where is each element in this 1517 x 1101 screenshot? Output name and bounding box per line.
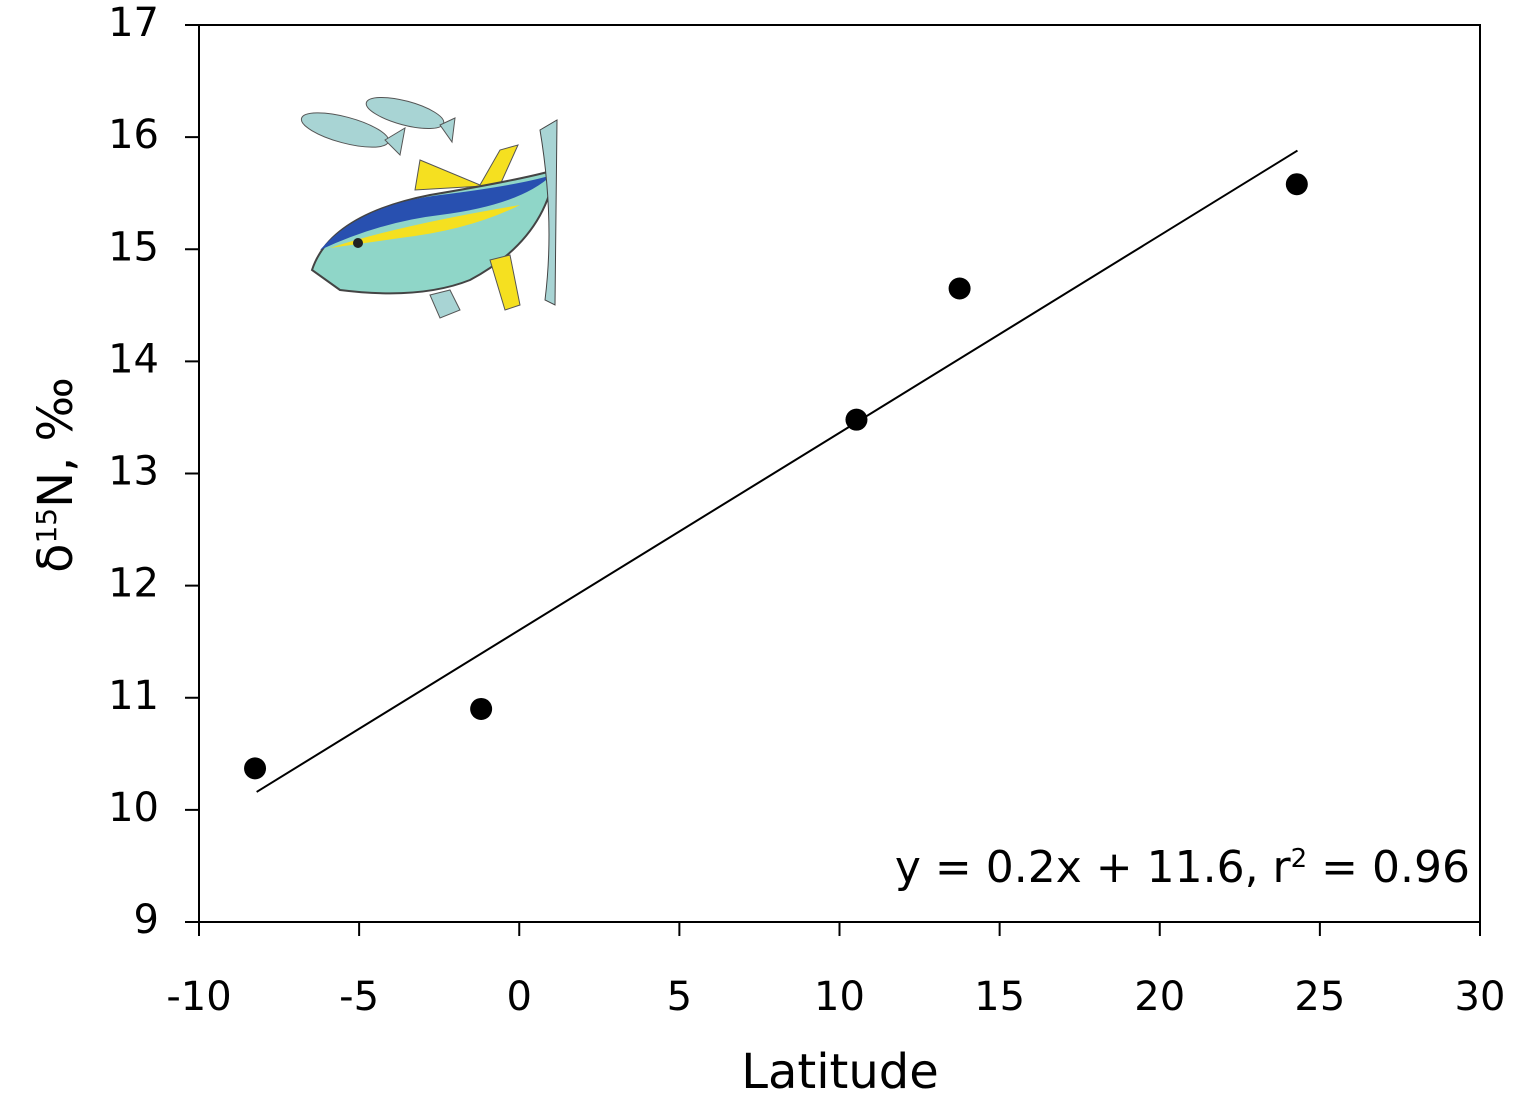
y-axis-label: δ15N, ‰ [28,377,84,573]
x-tick-label: 10 [814,974,865,1020]
x-tick-label: 20 [1134,974,1185,1020]
x-tick-label: -5 [339,974,379,1020]
y-tick-label: 10 [108,785,159,831]
regression-annotation: y = 0.2x + 11.6, r2 = 0.96 [895,842,1470,893]
x-tick-label: 25 [1294,974,1345,1020]
y-label-superscript: 15 [30,508,63,544]
data-point [845,408,868,431]
y-tick-label: 16 [108,112,159,158]
x-tick-label: 5 [667,974,692,1020]
data-point [1285,173,1308,196]
x-axis-label: Latitude [741,1044,939,1100]
plot-frame [198,24,1481,923]
x-tick-label: 30 [1455,974,1506,1020]
x-tick-label: -10 [166,974,231,1020]
y-label-part: N, ‰ [28,377,84,508]
y-tick-label: 13 [108,449,159,495]
x-tick-label: 0 [507,974,532,1020]
y-tick-label: 11 [108,673,159,719]
data-point [470,697,493,720]
y-tick-label: 17 [108,0,159,46]
data-point [948,277,971,300]
annotation-superscript: 2 [1291,844,1308,874]
y-tick-label: 9 [134,897,159,943]
data-point [244,757,267,780]
y-label-part: δ [28,544,84,573]
annotation-text: = 0.96 [1307,842,1470,893]
y-tick-label: 14 [108,336,159,382]
x-tick-label: 15 [974,974,1025,1020]
regression-line [256,149,1298,793]
y-tick-label: 12 [108,561,159,607]
y-tick-label: 15 [108,224,159,270]
annotation-text: y = 0.2x + 11.6, r [895,842,1292,893]
tuna-illustration [300,96,558,319]
